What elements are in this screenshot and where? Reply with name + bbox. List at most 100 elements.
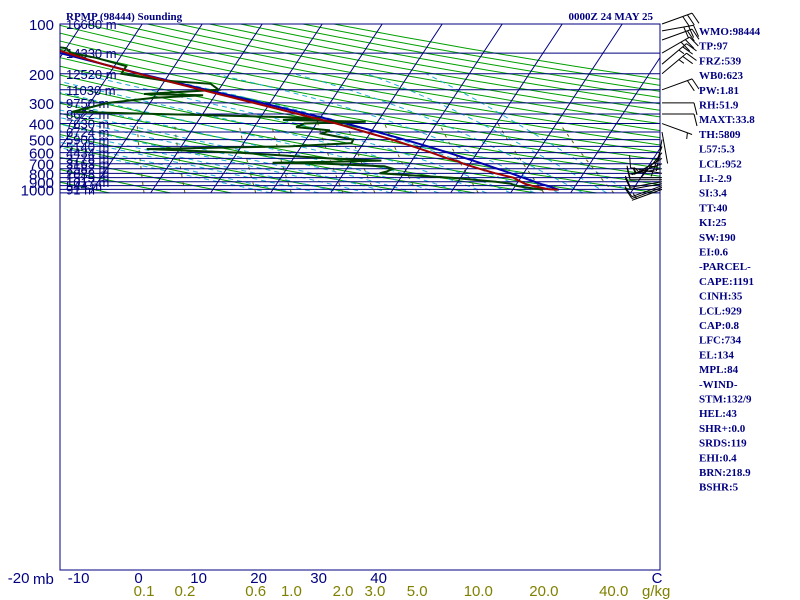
- stability-index-line: SW:190: [699, 232, 736, 244]
- stability-index-line: LCL:929: [699, 305, 742, 317]
- temperature-unit-label: C: [652, 570, 663, 587]
- time-label: 0000Z 24 MAY 25: [569, 11, 654, 23]
- pressure-tick-label: 1000: [21, 182, 54, 199]
- mixing-ratio-tick-label: 5.0: [407, 583, 428, 600]
- dry-adiabat-line: [116, 24, 660, 125]
- stability-index-line: BSHR:5: [699, 482, 739, 494]
- mixing-ratio-line: [384, 123, 418, 194]
- wind-barb: [626, 167, 663, 181]
- stability-index-line: STM:132/9: [699, 394, 752, 406]
- wind-barb: [661, 24, 700, 39]
- wind-barb-flag: [686, 52, 697, 61]
- mixing-ratio-tick-label: 10.0: [464, 583, 493, 600]
- isotherm-line: [390, 24, 503, 194]
- moist-adiabat-line: [60, 141, 295, 194]
- wind-barb-flag: [688, 25, 695, 38]
- isotherm-line: [510, 24, 623, 194]
- dry-adiabat-line: [240, 24, 660, 99]
- mixing-ratio-line: [559, 123, 615, 194]
- moist-adiabat-line: [366, 73, 607, 194]
- dry-adiabat-line: [60, 102, 536, 194]
- wind-barb-staff: [631, 188, 663, 201]
- temperature-trace: [60, 49, 558, 191]
- wind-barb-flag: [691, 28, 700, 40]
- isotherm-line: [210, 24, 323, 194]
- height-label: 544 m: [66, 179, 102, 194]
- wind-barb-flag: [691, 78, 700, 90]
- temperature-tick-label: 40: [370, 570, 387, 587]
- mixing-ratio-line: [497, 123, 545, 194]
- mixing-ratio-tick-label: 2.0: [333, 583, 354, 600]
- wind-barb: [624, 175, 663, 188]
- stability-index-line: MAXT:33.8: [699, 114, 755, 126]
- stability-index-line: TP:97: [699, 41, 728, 53]
- dry-adiabat-line: [60, 24, 660, 139]
- height-label: 12520 m: [66, 67, 117, 82]
- plot-background: [60, 24, 660, 570]
- wind-barb-flag: [629, 155, 631, 168]
- wind-barb-flag: [682, 16, 691, 27]
- wind-barb-half-flag: [632, 167, 638, 174]
- height-label: 6724 m: [66, 125, 109, 140]
- mixing-ratio-line: [270, 123, 292, 194]
- wind-barb-half-flag: [646, 170, 653, 173]
- mixing-ratio-tick-label: 0.2: [174, 583, 195, 600]
- wind-barb-staff: [661, 43, 687, 65]
- wind-barb-staff: [630, 183, 663, 190]
- wind-barb-staff: [631, 187, 663, 199]
- wind-barb-half-flag: [632, 193, 638, 199]
- isotherm-line: [90, 24, 203, 194]
- height-label: 3163 m: [66, 157, 109, 172]
- dry-adiabat-line: [178, 24, 660, 111]
- wind-barb-flag: [686, 80, 695, 92]
- wind-barb: [661, 131, 669, 164]
- height-label: 3778 m: [66, 151, 109, 166]
- moist-adiabat-line: [60, 130, 343, 194]
- wind-barb-flag: [624, 186, 633, 197]
- height-label: 11030 m: [66, 83, 116, 98]
- moist-adiabat-line: [60, 80, 487, 194]
- mixing-ratio-tick-label: 1.0: [281, 583, 302, 600]
- wind-barb-flag: [682, 46, 693, 55]
- dry-adiabat-line: [60, 48, 660, 161]
- wind-barb-staff: [661, 52, 687, 75]
- wind-barb: [626, 165, 663, 179]
- wind-barb-flag: [686, 30, 695, 42]
- stability-index-line: CAP:0.8: [699, 320, 740, 332]
- wind-barb: [661, 12, 700, 27]
- wind-barb-flag: [686, 43, 697, 52]
- wind-barb-flag: [624, 187, 633, 199]
- moist-adiabat-line: [293, 73, 583, 194]
- wind-barb-half-flag: [686, 132, 688, 139]
- wind-barb-staff: [630, 181, 663, 188]
- stability-index-line: L57:5.3: [699, 144, 735, 156]
- wind-barb-flag: [686, 14, 695, 26]
- wind-barb-flag: [683, 26, 690, 39]
- isotherm-line: [0, 24, 22, 193]
- stability-index-line: EL:134: [699, 349, 734, 361]
- stability-index-line: EHI:0.4: [699, 452, 737, 464]
- temperature-tick-label: 10: [190, 570, 207, 587]
- wind-barb: [651, 139, 663, 172]
- pressure-tick-label: 800: [29, 166, 54, 183]
- wind-barb: [661, 28, 700, 42]
- mixing-ratio-tick-label: 0.1: [134, 583, 155, 600]
- pressure-tick-label: 100: [29, 17, 54, 34]
- wind-barb-half-flag: [633, 167, 639, 173]
- wind-barb-flag: [624, 175, 631, 188]
- height-label: 2033 m: [66, 166, 109, 181]
- stability-index-line: SRDS:119: [699, 438, 747, 450]
- wind-barb-staff: [634, 157, 663, 175]
- height-label: 9750 m: [66, 96, 109, 111]
- station-title: RPMP (98444) Sounding: [66, 11, 183, 23]
- moist-adiabat-line: [79, 73, 511, 194]
- dry-adiabat-line: [147, 24, 660, 118]
- wind-barb-flag: [682, 55, 693, 65]
- height-label: 2582 m: [66, 162, 109, 177]
- pressure-tick-label: 900: [29, 175, 54, 192]
- wind-barb-staff: [661, 12, 693, 25]
- wind-barbs: [624, 12, 700, 201]
